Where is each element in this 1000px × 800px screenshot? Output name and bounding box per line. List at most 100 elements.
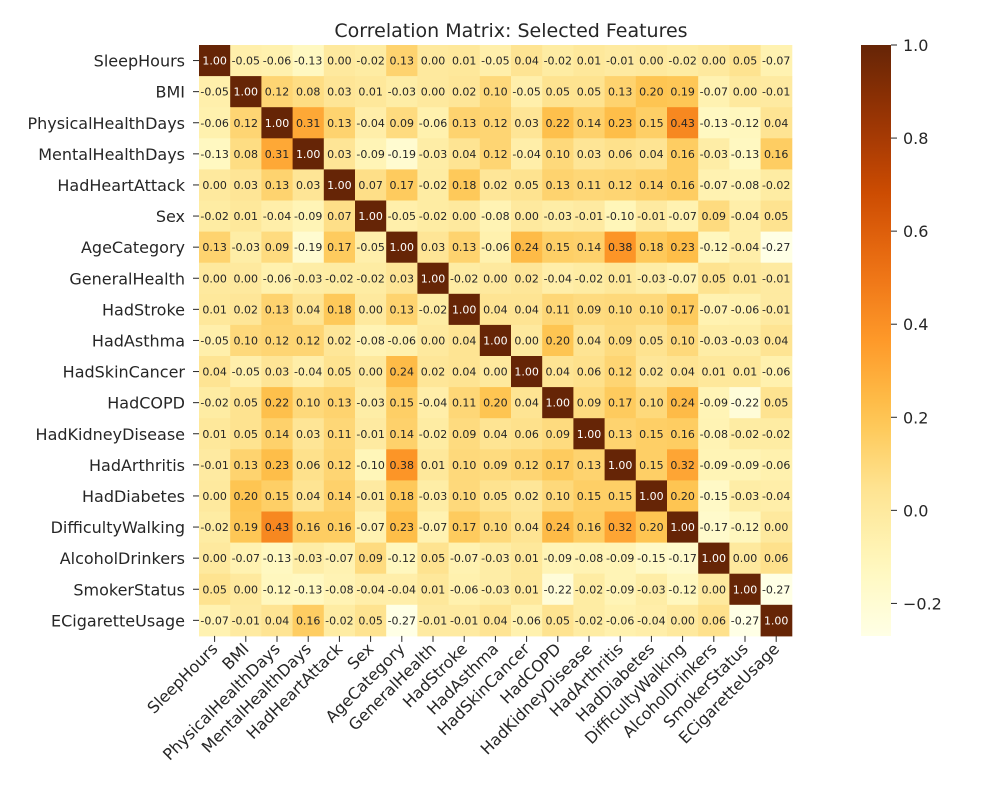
heatmap-cell (323, 418, 356, 450)
cell-value-label: 0.00 (733, 86, 758, 99)
cell-value-label: -0.04 (637, 614, 665, 627)
cell-value-label: 0.00 (483, 366, 508, 379)
cell-value-label: -0.07 (356, 521, 384, 534)
heatmap-cell (511, 480, 543, 512)
heatmap-cell (635, 449, 668, 481)
cell-value-label: 0.22 (265, 397, 290, 410)
cell-value-label: -0.17 (668, 552, 696, 565)
cell-value-label: 0.05 (733, 55, 758, 68)
heatmap-cell (760, 604, 793, 637)
heatmap-cell (417, 387, 450, 419)
cell-value-label: 0.06 (702, 614, 727, 627)
cell-value-label: 0.04 (639, 148, 664, 161)
cell-value-label: -0.07 (232, 552, 260, 565)
cell-value-label: 0.05 (234, 428, 259, 441)
row-label: AlcoholDrinkers (60, 549, 185, 568)
cell-value-label: 0.06 (514, 428, 539, 441)
heatmap-cell (323, 138, 356, 170)
cell-value-label: 0.00 (514, 210, 539, 223)
cell-value-label: 0.04 (577, 334, 602, 347)
cell-value-label: 0.04 (546, 366, 571, 379)
heatmap-cell (573, 573, 606, 606)
heatmap-cell (355, 480, 387, 512)
cell-value-label: -0.07 (700, 303, 728, 316)
cell-value-label: 0.00 (514, 334, 539, 347)
heatmap-cell (635, 293, 668, 326)
heatmap-cell (729, 76, 762, 108)
cell-value-label: 0.04 (296, 303, 321, 316)
cell-value-label: -0.04 (294, 366, 322, 379)
heatmap-cell (604, 138, 637, 170)
heatmap-cell (604, 449, 637, 481)
cell-value-label: -0.09 (731, 459, 759, 472)
cell-value-label: 0.01 (608, 272, 633, 285)
cell-value-label: 0.13 (546, 179, 571, 192)
heatmap-cell (448, 480, 481, 512)
heatmap-cell (479, 231, 512, 264)
heatmap-cell (698, 356, 730, 388)
heatmap-cell (230, 449, 262, 481)
cell-value-label: 0.02 (639, 366, 664, 379)
heatmap-cell (760, 169, 793, 201)
heatmap-cell (667, 231, 699, 264)
heatmap-cell (199, 293, 231, 326)
cell-value-label: 0.15 (390, 397, 415, 410)
heatmap-cell (355, 200, 387, 233)
heatmap-cell (448, 107, 481, 139)
cell-value-label: -0.06 (450, 583, 478, 596)
heatmap-cell (417, 418, 450, 450)
heatmap-cell (292, 169, 325, 201)
heatmap-cell (698, 324, 730, 357)
cell-value-label: -0.01 (762, 86, 790, 99)
cell-value-label: 0.07 (358, 179, 383, 192)
heatmap-cell (261, 418, 294, 450)
heatmap-cell (760, 480, 793, 512)
heatmap-cell (573, 45, 606, 77)
heatmap-cell (729, 200, 762, 233)
cell-value-label: 0.04 (452, 334, 477, 347)
heatmap-cell (386, 45, 418, 77)
heatmap-cell (261, 573, 294, 606)
heatmap-cell (698, 542, 730, 575)
cell-value-label: 0.12 (514, 459, 539, 472)
cell-value-label: 0.13 (390, 55, 415, 68)
heatmap-cell (698, 418, 730, 450)
heatmap-cell (292, 480, 325, 512)
heatmap-cell (635, 262, 668, 295)
cell-value-label: 0.03 (265, 366, 290, 379)
heatmap-cell (542, 480, 574, 512)
cell-value-label: -0.07 (762, 55, 790, 68)
heatmap-cell (729, 169, 762, 201)
heatmap-cell (479, 107, 512, 139)
cell-value-label: 0.04 (296, 490, 321, 503)
heatmap-cell (230, 604, 262, 637)
cell-value-label: 0.01 (733, 272, 758, 285)
cell-value-label: 0.02 (234, 303, 259, 316)
cell-value-label: 0.06 (608, 148, 633, 161)
cell-value-label: 0.04 (483, 303, 508, 316)
heatmap-cell (292, 76, 325, 108)
cell-value-label: 0.14 (265, 428, 290, 441)
heatmap-cell (604, 542, 637, 575)
cell-value-label: -0.02 (450, 272, 478, 285)
heatmap-cell (355, 324, 387, 357)
cell-value-label: 0.13 (265, 303, 290, 316)
cell-value-label: 0.09 (483, 459, 508, 472)
heatmap-cell (573, 107, 606, 139)
heatmap-cell (417, 262, 450, 295)
cell-value-label: 0.10 (546, 490, 571, 503)
heatmap-cell (323, 76, 356, 108)
cell-value-label: -0.05 (512, 86, 540, 99)
heatmap-cell (292, 45, 325, 77)
heatmap-cell (355, 511, 387, 544)
cell-value-label: 0.17 (390, 179, 415, 192)
cell-value-label: 1.00 (577, 428, 602, 441)
cell-value-label: -0.02 (731, 428, 759, 441)
heatmap-cell (355, 604, 387, 637)
cell-value-label: -0.13 (294, 583, 322, 596)
cell-value-label: 0.16 (577, 521, 602, 534)
heatmap-cell (199, 200, 231, 233)
cell-value-label: 0.20 (639, 86, 664, 99)
cell-value-label: 0.01 (577, 55, 602, 68)
cell-value-label: 0.05 (764, 210, 789, 223)
